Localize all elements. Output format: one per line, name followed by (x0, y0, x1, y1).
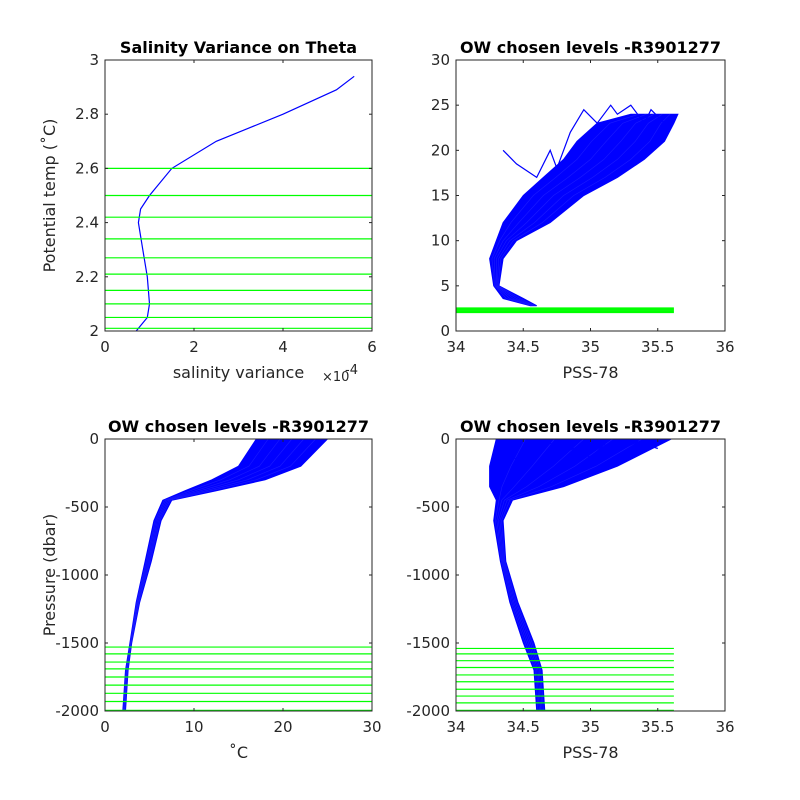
x-tick-label: 36 (715, 718, 734, 736)
y-tick-label: 20 (431, 141, 450, 159)
panel-p3: 0 10 20 30 -2000 -1500 -1000 -500 0 OW chosen lev… (40, 417, 382, 762)
y-tick-label: 0 (440, 430, 450, 448)
x-tick-label: 35 (581, 718, 600, 736)
x-exponent-base: ×10 (322, 370, 349, 385)
x-tick-label: 20 (273, 718, 292, 736)
profile-envelope-0 (489, 438, 672, 712)
profile-line-0-2 (493, 113, 647, 306)
x-tick-label: 35 (581, 338, 600, 356)
profile-envelope-0 (489, 113, 679, 307)
x-tick-label: 4 (278, 338, 288, 356)
x-tick-label: 10 (184, 718, 203, 736)
axes-box (104, 59, 373, 332)
y-axis-label: Pressure (dbar) (40, 514, 59, 637)
profile-line-0-3 (123, 438, 293, 712)
x-tick-label: 2 (189, 338, 199, 356)
y-tick-label: -1000 (406, 566, 450, 584)
y-tick-label: 2.6 (75, 159, 99, 177)
x-tick-label: 34 (446, 718, 465, 736)
x-axis-label: PSS-78 (562, 363, 618, 382)
y-tick-label: -2000 (406, 702, 450, 720)
x-tick-label: 36 (715, 338, 734, 356)
y-tick-label: 2.4 (75, 214, 99, 232)
y-axis-label: Potential temp (˚C) (40, 119, 59, 273)
y-tick-label: -500 (416, 498, 450, 516)
y-tick-label: 10 (431, 232, 450, 250)
profile-line-0-5 (497, 113, 671, 306)
y-tick-label: 30 (431, 51, 450, 69)
y-tick-label: 2 (89, 322, 99, 340)
x-tick-label: 34 (446, 338, 465, 356)
y-tick-label: 0 (89, 430, 99, 448)
profile-envelope-0 (122, 438, 329, 712)
y-tick-label: 25 (431, 96, 450, 114)
profile-line-1 (502, 104, 665, 179)
x-tick-label: 35.5 (641, 338, 674, 356)
y-tick-label: -1500 (406, 634, 450, 652)
x-exponent: -4 (345, 363, 358, 378)
profile-line-0-5 (124, 438, 316, 712)
x-tick-label: 35.5 (641, 718, 674, 736)
x-tick-label: 0 (100, 338, 110, 356)
profile-line-0-4 (496, 113, 663, 306)
panel-p2: 34 34.5 35 35.5 36 0 5 10 15 20 25 30 OW chosen leve… (431, 38, 735, 382)
profile-line-0-1 (491, 113, 639, 306)
y-tick-label: -2000 (55, 702, 99, 720)
profile-line-0-3 (498, 438, 585, 712)
y-tick-label: 2.8 (75, 105, 99, 123)
profile-line-0-1 (122, 438, 269, 712)
panel-p4: 34 34.5 35 35.5 36 -2000 -1500 -1000 -500 0 OW cho… (406, 417, 734, 762)
profile-line-0-4 (124, 438, 305, 712)
profile-line-0-2 (496, 438, 555, 712)
chart-title: OW chosen levels -R3901277 (108, 417, 369, 436)
chart-title: OW chosen levels -R3901277 (460, 417, 721, 436)
x-axis-label: ˚C (229, 743, 248, 762)
profile-line-0-1 (494, 438, 539, 712)
y-tick-label: -1000 (55, 566, 99, 584)
y-tick-label: 0 (440, 322, 450, 340)
y-tick-label: -1500 (55, 634, 99, 652)
profile-line-0 (135, 75, 355, 332)
chart-title: OW chosen levels -R3901277 (460, 38, 721, 57)
profile-line-0-3 (495, 113, 655, 306)
profile-line-0-4 (499, 438, 614, 712)
x-tick-label: 6 (367, 338, 377, 356)
x-tick-label: 34.5 (507, 718, 540, 736)
y-tick-label: 2.2 (75, 268, 99, 286)
y-tick-label: 15 (431, 187, 450, 205)
profile-line-1 (495, 441, 658, 461)
profile-line-0-2 (123, 438, 281, 712)
x-axis-label: PSS-78 (562, 743, 618, 762)
y-tick-label: 5 (440, 277, 450, 295)
chart-title: Salinity Variance on Theta (120, 38, 357, 57)
profile-line-0-5 (501, 438, 643, 712)
x-tick-label: 30 (362, 718, 381, 736)
x-axis-label: salinity variance (173, 363, 304, 382)
y-tick-label: -500 (65, 498, 99, 516)
x-tick-label: 0 (100, 718, 110, 736)
y-tick-label: 3 (89, 51, 99, 69)
axes-box (455, 59, 726, 332)
x-tick-label: 34.5 (507, 338, 540, 356)
